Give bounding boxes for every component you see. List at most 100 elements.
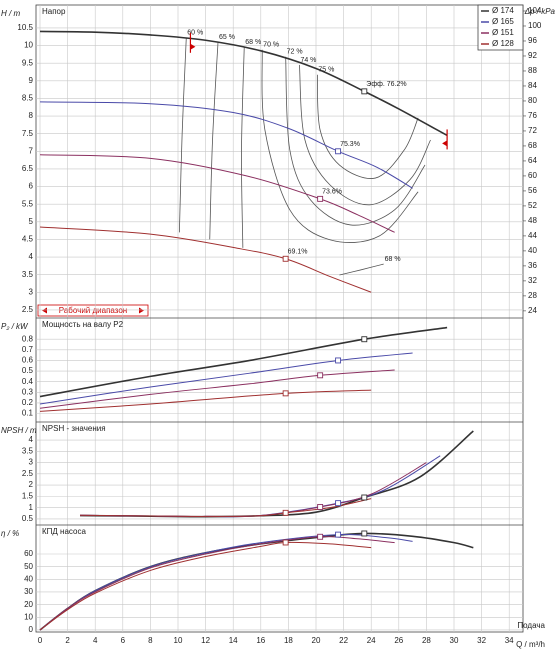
y2-tick-label: 80 (528, 96, 537, 105)
range-marker-arrow (442, 140, 448, 147)
iso-efficiency-line (285, 56, 426, 226)
y-tick-label: 30 (24, 587, 33, 596)
bep-marker (282, 539, 289, 546)
y-tick-label: 50 (24, 562, 33, 571)
range-arrow (42, 307, 47, 314)
y-tick-label: 60 (24, 549, 33, 558)
bep-marker (361, 530, 368, 537)
y-tick-label: 0.8 (22, 334, 34, 343)
y-tick-label: 10 (24, 612, 33, 621)
y-tick-label: 4.5 (22, 235, 34, 244)
y-tick-label: 3.5 (22, 270, 34, 279)
x-tick-label: 20 (312, 636, 321, 645)
y2-tick-label: 28 (528, 291, 537, 300)
legend-label: Ø 151 (492, 28, 514, 37)
bep-marker (335, 500, 342, 507)
y-tick-label: 6 (29, 182, 34, 191)
y2-tick-label: 48 (528, 216, 537, 225)
y2-tick-label: 24 (528, 306, 537, 315)
y2-tick-label: 52 (528, 201, 537, 210)
bep-marker (317, 504, 324, 510)
y-tick-label: 4 (29, 435, 34, 444)
y-tick-label: 0.4 (22, 377, 34, 386)
y-tick-label: 10 (24, 41, 33, 50)
y-tick-label: 3 (29, 458, 34, 467)
grid (36, 5, 523, 632)
y-tick-label: 2.5 (22, 469, 34, 478)
y-tick-label: 0.5 (22, 366, 34, 375)
panel-title: NPSH - значения (42, 424, 106, 433)
x-tick-label: 2 (65, 636, 70, 645)
bep-marker (361, 494, 368, 501)
bep-marker (282, 390, 289, 397)
iso-efficiency-label: 72 % (287, 49, 303, 56)
y2-tick-label: 84 (528, 81, 537, 90)
x-tick-label: 10 (174, 636, 183, 645)
legend-label: Ø 174 (492, 6, 514, 15)
curve (39, 369, 395, 409)
iso-efficiency-line (299, 64, 431, 206)
curve (39, 326, 448, 398)
x-tick-label: 30 (450, 636, 459, 645)
y-tick-label: 10.5 (17, 23, 33, 32)
y-tick-label: 3 (29, 287, 34, 296)
y2-tick-label: 88 (528, 66, 537, 75)
legend-label: Ø 128 (492, 39, 514, 48)
y-tick-label: 0.3 (22, 387, 34, 396)
y2-tick-label: 72 (528, 126, 537, 135)
y-tick-label: 1 (29, 503, 34, 512)
iso-efficiency-line (178, 37, 187, 233)
range-label: Рабочий диапазон (59, 306, 127, 315)
y2-tick-label: 44 (528, 231, 537, 240)
iso-efficiency-label: 75 % (318, 67, 334, 74)
x-tick-label: 6 (121, 636, 126, 645)
legend: Ø 174 Ø 165 Ø 151 Ø 128 (477, 4, 524, 51)
y-axis-label: η / % (1, 529, 19, 538)
curve (80, 498, 372, 517)
panel-title: Мощность на валу P2 (42, 320, 124, 329)
range-box (37, 304, 149, 317)
bep-marker (282, 509, 289, 516)
x-tick-label: 32 (477, 636, 486, 645)
x-tick-label: 16 (256, 636, 265, 645)
bep-label: 73.6% (322, 189, 342, 196)
y2-tick-label: 92 (528, 51, 537, 60)
y2-axis-label: Δp / kPa (524, 7, 556, 16)
bep-label: 69.1% (288, 249, 308, 256)
bep-label: Эфф. 76.2% (366, 81, 406, 88)
curve (39, 30, 448, 137)
bep-marker (335, 357, 342, 364)
curve (39, 536, 395, 631)
curve (39, 352, 413, 405)
curve (39, 389, 372, 412)
iso-efficiency-label: 65 % (219, 34, 235, 41)
y-tick-label: 20 (24, 600, 33, 609)
curve (39, 226, 372, 293)
y2-tick-label: 56 (528, 186, 537, 195)
iso-efficiency-label: 68 % (245, 39, 261, 46)
y2-tick-label: 32 (528, 276, 537, 285)
bep-marker (317, 533, 324, 540)
x-tick-label: 24 (367, 636, 376, 645)
curve (39, 541, 372, 631)
y2-tick-label: 60 (528, 171, 537, 180)
y-tick-label: 0.7 (22, 345, 34, 354)
plot-frame (35, 4, 524, 633)
y-tick-label: 7 (29, 146, 34, 155)
x-tick-label: 8 (148, 636, 153, 645)
y-tick-label: 40 (24, 574, 33, 583)
x-tick-label: 28 (422, 636, 431, 645)
y-tick-label: 8.5 (22, 94, 34, 103)
y-axis-label: NPSH / m (1, 426, 37, 435)
range-marker-arrow (190, 43, 196, 50)
iso-efficiency-line (261, 49, 419, 243)
legend-box (477, 4, 524, 51)
y2-tick-label: 68 (528, 141, 537, 150)
iso-efficiency-line (209, 41, 219, 240)
y-tick-label: 6.5 (22, 164, 34, 173)
iso-efficiency-line (339, 263, 384, 276)
bep-marker (335, 148, 342, 155)
x-tick-label: 18 (284, 636, 293, 645)
bep-marker (361, 336, 368, 343)
